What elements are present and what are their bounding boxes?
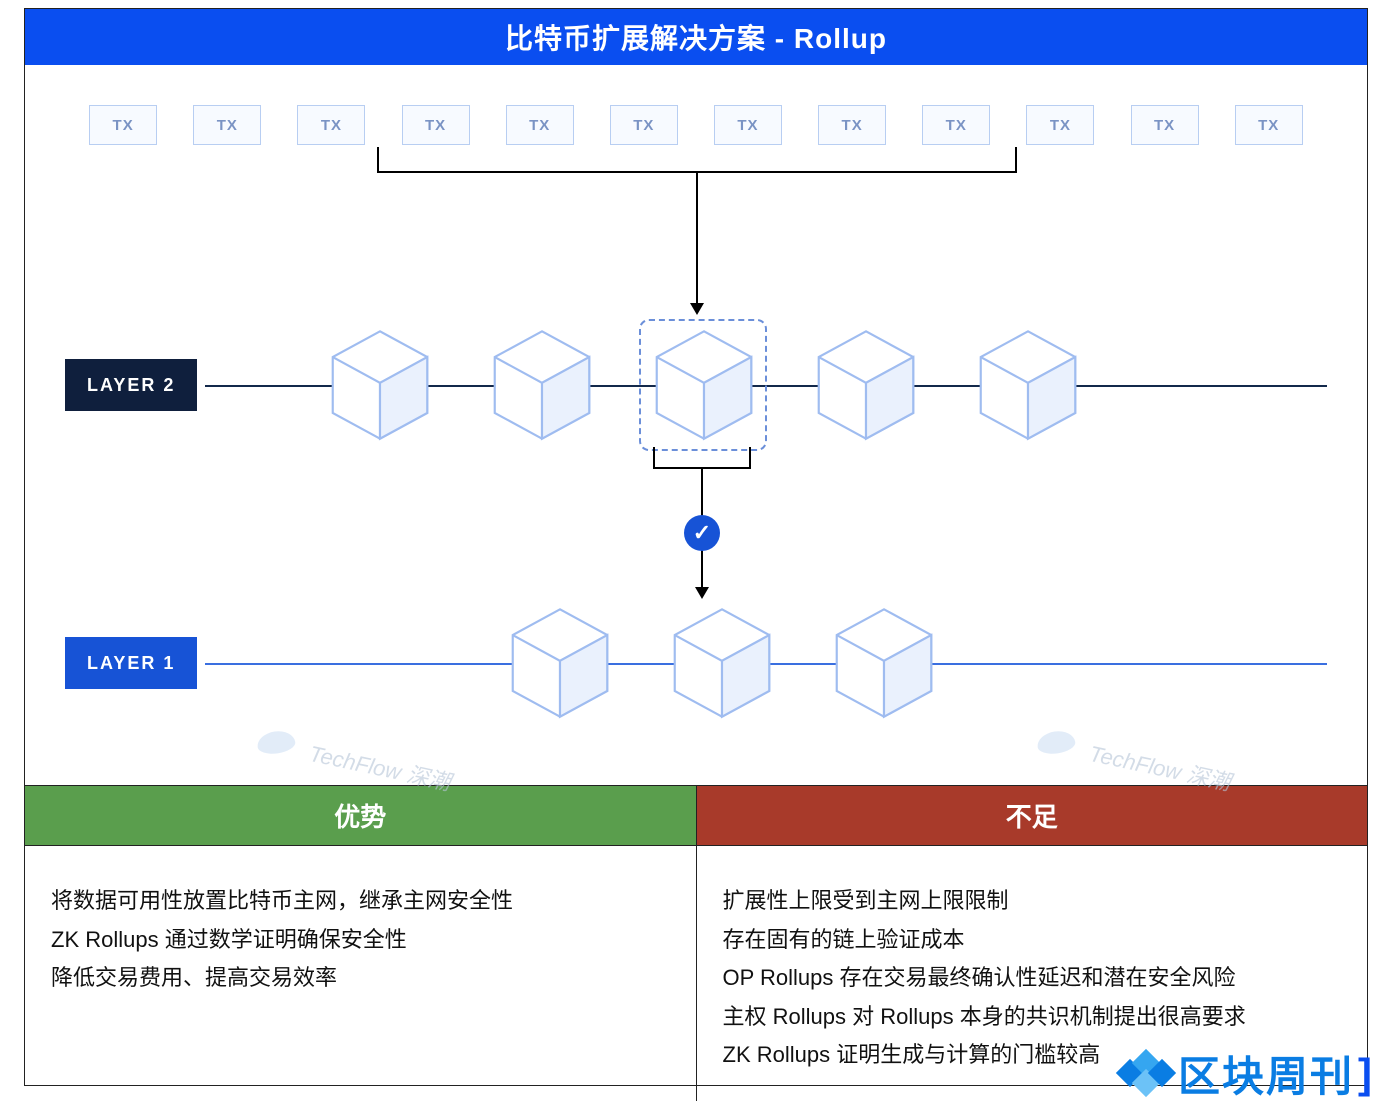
publisher-logo: 区块周刊 ] (1118, 1043, 1374, 1104)
block-cube (667, 605, 777, 721)
block-cube (325, 327, 435, 443)
tx-box: TX (1235, 105, 1303, 145)
l2-bracket (653, 447, 751, 469)
tx-box: TX (714, 105, 782, 145)
logo-text: 区块周刊 (1178, 1043, 1354, 1104)
logo-bar-icon: ] (1358, 1050, 1374, 1098)
block-cube (505, 605, 615, 721)
arrow-tx-to-l2 (696, 173, 698, 313)
tx-row: TX TX TX TX TX TX TX TX TX TX TX TX (25, 105, 1367, 145)
layer1-label-text: LAYER 1 (87, 653, 175, 674)
list-item: ZK Rollups 通过数学证明确保安全性 (51, 921, 670, 960)
list-item: 存在固有的链上验证成本 (723, 921, 1342, 960)
block-cube (829, 605, 939, 721)
leaf-icon (256, 729, 297, 756)
leaf-icon (1036, 729, 1077, 756)
check-badge-icon: ✓ (684, 515, 720, 551)
tx-box: TX (402, 105, 470, 145)
tx-bracket (377, 147, 1017, 173)
tx-box: TX (818, 105, 886, 145)
block-cube (973, 327, 1083, 443)
layer2-blocks (325, 327, 1083, 443)
block-cube (649, 327, 759, 443)
list-item: 主权 Rollups 对 Rollups 本身的共识机制提出很高要求 (723, 998, 1342, 1037)
list-item: 降低交易费用、提高交易效率 (51, 959, 670, 998)
logo-blocks-icon (1118, 1053, 1172, 1095)
tx-box: TX (1026, 105, 1094, 145)
pros-header: 优势 (25, 786, 696, 846)
pros-column: 优势 将数据可用性放置比特币主网，继承主网安全性ZK Rollups 通过数学证… (25, 786, 696, 1101)
check-glyph: ✓ (693, 520, 711, 546)
infographic-frame: 比特币扩展解决方案 - Rollup TXTXTXTXTXTXTXTXTXTXT… (24, 8, 1368, 1086)
cons-header-text: 不足 (1006, 797, 1058, 834)
tx-box: TX (922, 105, 990, 145)
title-text: 比特币扩展解决方案 - Rollup (505, 17, 887, 57)
layer1-label: LAYER 1 (65, 637, 197, 689)
list-item: OP Rollups 存在交易最终确认性延迟和潜在安全风险 (723, 959, 1342, 998)
diagram-area: TX TX TX TX TX TX TX TX TX TX TX TX LAYER 2 (25, 65, 1367, 785)
tx-box: TX (193, 105, 261, 145)
block-cube (487, 327, 597, 443)
tx-box: TX (1131, 105, 1199, 145)
pros-header-text: 优势 (334, 797, 386, 834)
tx-box: TX (610, 105, 678, 145)
title-bar: 比特币扩展解决方案 - Rollup (25, 9, 1367, 65)
pros-body: 将数据可用性放置比特币主网，继承主网安全性ZK Rollups 通过数学证明确保… (25, 846, 696, 1086)
block-cube (811, 327, 921, 443)
layer1-blocks (505, 605, 939, 721)
list-item: 扩展性上限受到主网上限限制 (723, 882, 1342, 921)
list-item: 将数据可用性放置比特币主网，继承主网安全性 (51, 882, 670, 921)
tx-box: TX (506, 105, 574, 145)
layer2-label-text: LAYER 2 (87, 375, 175, 396)
cons-header: 不足 (697, 786, 1368, 846)
tx-box: TX (89, 105, 157, 145)
tx-box: TX (297, 105, 365, 145)
layer2-label: LAYER 2 (65, 359, 197, 411)
